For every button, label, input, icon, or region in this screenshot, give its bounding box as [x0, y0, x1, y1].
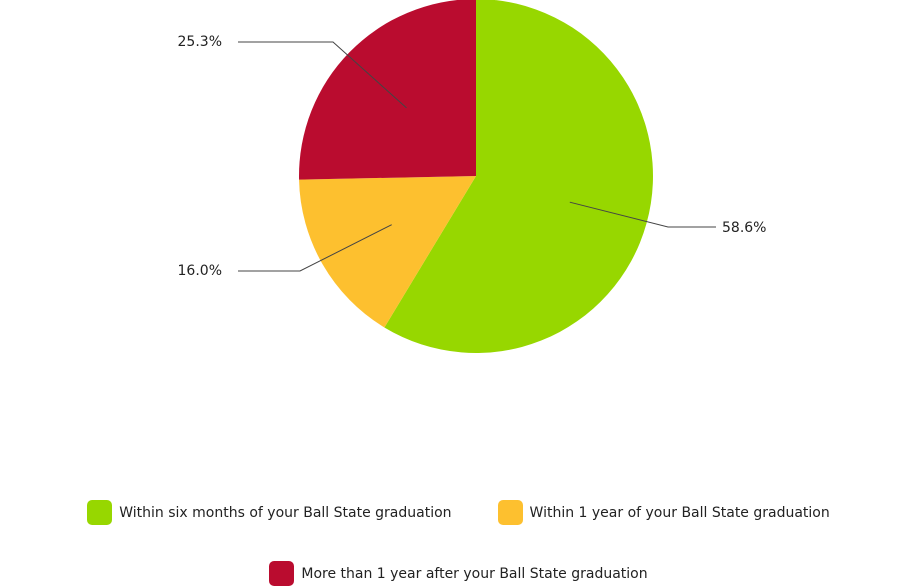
legend-item-more-than-1-year[interactable]: More than 1 year after your Ball State g…: [269, 561, 648, 586]
legend-swatch: [269, 561, 295, 586]
legend-row: More than 1 year after your Ball State g…: [0, 561, 917, 586]
slice-value-label: 58.6%: [722, 220, 766, 236]
leader-line: [238, 224, 392, 272]
slice-labels: 58.6% 16.0% 25.3%: [178, 34, 767, 279]
pie-slices: [299, 0, 653, 353]
legend-label: Within 1 year of your Ball State graduat…: [529, 504, 830, 521]
pie-slice-more-than-1-year-after-your-ball-state-graduation[interactable]: [299, 0, 476, 180]
leader-line: [238, 41, 407, 109]
pie-slice-within-six-months-of-your-ball-state-graduation[interactable]: [384, 0, 653, 353]
pie-chart: 58.6% 16.0% 25.3%: [178, 0, 767, 353]
leader-line: [569, 201, 716, 228]
legend-swatch: [497, 500, 523, 525]
pie-slice-within-1-year-of-your-ball-state-graduation[interactable]: [299, 176, 476, 328]
legend-row: Within six months of your Ball State gra…: [0, 500, 917, 525]
leader-lines: [238, 41, 716, 272]
legend-label: More than 1 year after your Ball State g…: [301, 565, 648, 582]
legend-swatch: [87, 500, 113, 525]
slice-value-label: 16.0%: [178, 263, 222, 279]
slice-value-label: 25.3%: [178, 34, 222, 50]
legend-label: Within six months of your Ball State gra…: [119, 504, 452, 521]
legend-item-within-1-year[interactable]: Within 1 year of your Ball State graduat…: [497, 500, 830, 525]
legend-item-within-six-months[interactable]: Within six months of your Ball State gra…: [87, 500, 452, 525]
